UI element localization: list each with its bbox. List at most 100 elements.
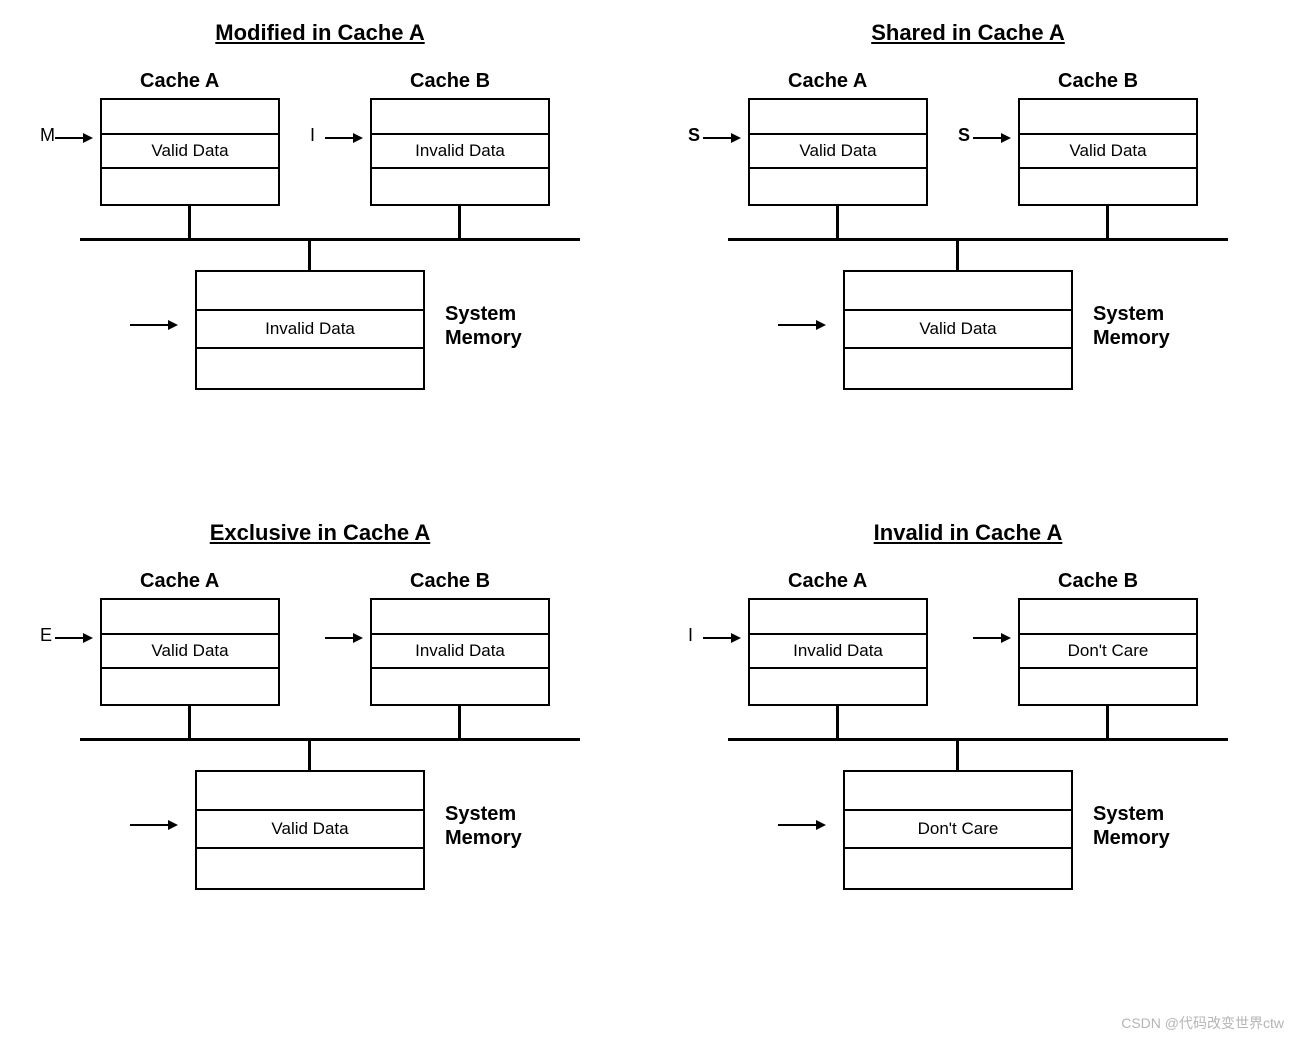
cache-b-row-0	[1020, 600, 1196, 635]
bus-stub-b	[1106, 706, 1109, 738]
bus-line	[728, 738, 1228, 741]
memory-row-2	[197, 349, 423, 388]
cache-b-row-0	[372, 600, 548, 635]
memory-label: System Memory	[1093, 302, 1170, 350]
cache-a-box: Valid Data	[100, 98, 280, 206]
arrow-to-cache-a	[703, 633, 741, 643]
arrow-to-cache-b	[973, 133, 1011, 143]
cache-b-box: Invalid Data	[370, 98, 550, 206]
memory-box: Don't Care	[843, 770, 1073, 890]
arrow-to-cache-a	[55, 133, 93, 143]
bus-stub-a	[836, 206, 839, 238]
cache-b-row-2	[1020, 669, 1196, 704]
cache-a-row-2	[750, 169, 926, 204]
memory-row-1: Valid Data	[845, 311, 1071, 350]
cache-a-row-0	[750, 100, 926, 135]
bus-line	[80, 738, 580, 741]
state-letter-b: S	[958, 125, 970, 146]
state-letter-b: I	[310, 125, 315, 146]
memory-box: Valid Data	[195, 770, 425, 890]
bus-stub-a	[188, 706, 191, 738]
memory-label: System Memory	[445, 302, 522, 350]
arrow-to-cache-b	[325, 633, 363, 643]
bus-stub-a	[188, 206, 191, 238]
cache-b-label: Cache B	[410, 570, 490, 593]
cache-a-row-1: Valid Data	[750, 135, 926, 170]
cache-a-box: Valid Data	[100, 598, 280, 706]
panel-title: Shared in Cache A	[871, 20, 1065, 46]
cache-b-label: Cache B	[1058, 570, 1138, 593]
memory-row-2	[845, 849, 1071, 888]
memory-row-1: Don't Care	[845, 811, 1071, 850]
bus-line	[728, 238, 1228, 241]
bus-stub-b	[458, 206, 461, 238]
cache-b-label: Cache B	[1058, 70, 1138, 93]
panel-shared: Shared in Cache A Cache A Cache B S Vali…	[668, 20, 1268, 480]
state-letter-a: S	[688, 125, 700, 146]
cache-b-row-1: Invalid Data	[372, 635, 548, 670]
cache-a-row-2	[102, 669, 278, 704]
panel-exclusive: Exclusive in Cache A Cache A Cache B E V…	[20, 520, 620, 980]
watermark-text: CSDN @代码改变世界ctw	[1121, 1013, 1284, 1033]
cache-a-box: Valid Data	[748, 98, 928, 206]
panel-title: Modified in Cache A	[215, 20, 424, 46]
cache-b-row-1: Don't Care	[1020, 635, 1196, 670]
cache-a-label: Cache A	[788, 70, 867, 93]
memory-row-0	[197, 772, 423, 811]
cache-b-box: Don't Care	[1018, 598, 1198, 706]
cache-a-row-1: Invalid Data	[750, 635, 926, 670]
bus-stub-mem	[308, 738, 311, 770]
cache-b-row-0	[1020, 100, 1196, 135]
cache-b-row-1: Invalid Data	[372, 135, 548, 170]
arrow-to-memory	[130, 320, 178, 330]
memory-row-1: Invalid Data	[197, 311, 423, 350]
bus-stub-b	[458, 706, 461, 738]
memory-box: Valid Data	[843, 270, 1073, 390]
memory-label: System Memory	[445, 802, 522, 850]
cache-a-label: Cache A	[140, 70, 219, 93]
diagram-grid: Modified in Cache A Cache A Cache B M Va…	[20, 20, 1276, 980]
bus-stub-b	[1106, 206, 1109, 238]
panel-modified: Modified in Cache A Cache A Cache B M Va…	[20, 20, 620, 480]
state-letter-a: E	[40, 625, 52, 646]
memory-row-1: Valid Data	[197, 811, 423, 850]
bus-stub-mem	[956, 738, 959, 770]
memory-box: Invalid Data	[195, 270, 425, 390]
cache-a-label: Cache A	[788, 570, 867, 593]
bus-line	[80, 238, 580, 241]
memory-row-2	[845, 349, 1071, 388]
cache-b-box: Invalid Data	[370, 598, 550, 706]
arrow-to-memory	[130, 820, 178, 830]
cache-a-row-2	[102, 169, 278, 204]
cache-a-row-0	[102, 100, 278, 135]
memory-row-2	[197, 849, 423, 888]
memory-row-0	[845, 772, 1071, 811]
bus-stub-mem	[308, 238, 311, 270]
state-letter-a: M	[40, 125, 55, 146]
arrow-to-cache-a	[703, 133, 741, 143]
cache-a-row-1: Valid Data	[102, 635, 278, 670]
panel-title: Exclusive in Cache A	[210, 520, 431, 546]
memory-label: System Memory	[1093, 802, 1170, 850]
bus-stub-a	[836, 706, 839, 738]
cache-a-box: Invalid Data	[748, 598, 928, 706]
memory-row-0	[845, 272, 1071, 311]
state-letter-a: I	[688, 625, 693, 646]
cache-a-row-1: Valid Data	[102, 135, 278, 170]
cache-a-row-0	[750, 600, 926, 635]
arrow-to-memory	[778, 320, 826, 330]
cache-a-label: Cache A	[140, 570, 219, 593]
cache-b-row-2	[372, 169, 548, 204]
cache-b-label: Cache B	[410, 70, 490, 93]
cache-a-row-0	[102, 600, 278, 635]
cache-b-row-0	[372, 100, 548, 135]
cache-b-row-2	[1020, 169, 1196, 204]
memory-row-0	[197, 272, 423, 311]
arrow-to-memory	[778, 820, 826, 830]
cache-b-row-2	[372, 669, 548, 704]
cache-b-box: Valid Data	[1018, 98, 1198, 206]
arrow-to-cache-a	[55, 633, 93, 643]
arrow-to-cache-b	[973, 633, 1011, 643]
cache-b-row-1: Valid Data	[1020, 135, 1196, 170]
bus-stub-mem	[956, 238, 959, 270]
